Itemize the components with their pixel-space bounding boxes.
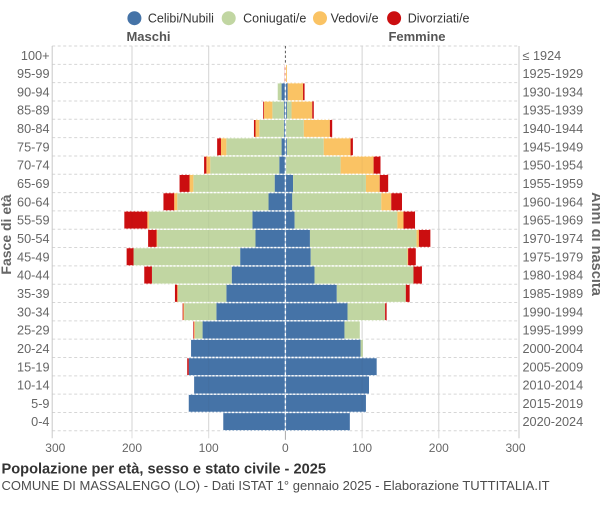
svg-text:2000-2004: 2000-2004 bbox=[523, 342, 584, 356]
svg-text:100: 100 bbox=[199, 441, 219, 455]
svg-text:20-24: 20-24 bbox=[17, 342, 49, 356]
svg-text:1975-1979: 1975-1979 bbox=[523, 250, 584, 264]
svg-text:65-69: 65-69 bbox=[17, 177, 49, 191]
svg-text:75-79: 75-79 bbox=[17, 140, 49, 154]
svg-text:1960-1964: 1960-1964 bbox=[523, 195, 584, 209]
svg-text:30-34: 30-34 bbox=[17, 305, 49, 319]
svg-text:95-99: 95-99 bbox=[17, 67, 49, 81]
svg-text:40-44: 40-44 bbox=[17, 269, 49, 283]
svg-text:Divorziati/e: Divorziati/e bbox=[408, 11, 470, 25]
svg-text:15-19: 15-19 bbox=[17, 360, 49, 374]
svg-text:1940-1944: 1940-1944 bbox=[523, 122, 584, 136]
svg-text:1945-1949: 1945-1949 bbox=[523, 140, 584, 154]
svg-text:2005-2009: 2005-2009 bbox=[523, 360, 584, 374]
svg-text:300: 300 bbox=[45, 441, 65, 455]
svg-text:10-14: 10-14 bbox=[17, 379, 49, 393]
svg-text:1985-1989: 1985-1989 bbox=[523, 287, 584, 301]
svg-text:1990-1994: 1990-1994 bbox=[523, 305, 584, 319]
svg-text:1935-1939: 1935-1939 bbox=[523, 104, 584, 118]
svg-text:200: 200 bbox=[122, 441, 142, 455]
svg-text:25-29: 25-29 bbox=[17, 324, 49, 338]
svg-text:70-74: 70-74 bbox=[17, 159, 49, 173]
svg-text:Femmine: Femmine bbox=[388, 29, 445, 44]
svg-text:55-59: 55-59 bbox=[17, 214, 49, 228]
svg-text:Fasce di età: Fasce di età bbox=[0, 194, 14, 274]
svg-text:Anni di nascita: Anni di nascita bbox=[588, 192, 600, 297]
svg-text:1970-1974: 1970-1974 bbox=[523, 232, 584, 246]
svg-text:1955-1959: 1955-1959 bbox=[523, 177, 584, 191]
svg-text:50-54: 50-54 bbox=[17, 232, 49, 246]
svg-text:2015-2019: 2015-2019 bbox=[523, 397, 584, 411]
svg-text:60-64: 60-64 bbox=[17, 195, 49, 209]
svg-text:≤ 1924: ≤ 1924 bbox=[523, 49, 562, 63]
svg-text:Celibi/Nubili: Celibi/Nubili bbox=[148, 11, 214, 25]
svg-text:90-94: 90-94 bbox=[17, 85, 49, 99]
svg-text:1965-1969: 1965-1969 bbox=[523, 214, 584, 228]
svg-text:5-9: 5-9 bbox=[31, 397, 49, 411]
svg-text:1925-1929: 1925-1929 bbox=[523, 67, 584, 81]
svg-text:100+: 100+ bbox=[21, 49, 50, 63]
svg-text:Vedovi/e: Vedovi/e bbox=[331, 11, 379, 25]
svg-text:45-49: 45-49 bbox=[17, 250, 49, 264]
svg-text:1980-1984: 1980-1984 bbox=[523, 269, 584, 283]
svg-text:80-84: 80-84 bbox=[17, 122, 49, 136]
svg-text:2010-2014: 2010-2014 bbox=[523, 379, 584, 393]
svg-text:35-39: 35-39 bbox=[17, 287, 49, 301]
svg-text:0-4: 0-4 bbox=[31, 415, 49, 429]
svg-text:1995-1999: 1995-1999 bbox=[523, 324, 584, 338]
svg-text:85-89: 85-89 bbox=[17, 104, 49, 118]
svg-text:300: 300 bbox=[505, 441, 525, 455]
svg-text:1950-1954: 1950-1954 bbox=[523, 159, 584, 173]
svg-text:0: 0 bbox=[282, 441, 289, 455]
svg-text:Popolazione per età, sesso e s: Popolazione per età, sesso e stato civil… bbox=[2, 462, 326, 478]
svg-text:1930-1934: 1930-1934 bbox=[523, 85, 584, 99]
svg-text:Coniugati/e: Coniugati/e bbox=[243, 11, 306, 25]
svg-text:2020-2024: 2020-2024 bbox=[523, 415, 584, 429]
svg-text:COMUNE DI MASSALENGO (LO) - Da: COMUNE DI MASSALENGO (LO) - Dati ISTAT 1… bbox=[2, 478, 550, 493]
svg-text:200: 200 bbox=[429, 441, 449, 455]
svg-text:Maschi: Maschi bbox=[126, 29, 170, 44]
svg-text:100: 100 bbox=[352, 441, 372, 455]
